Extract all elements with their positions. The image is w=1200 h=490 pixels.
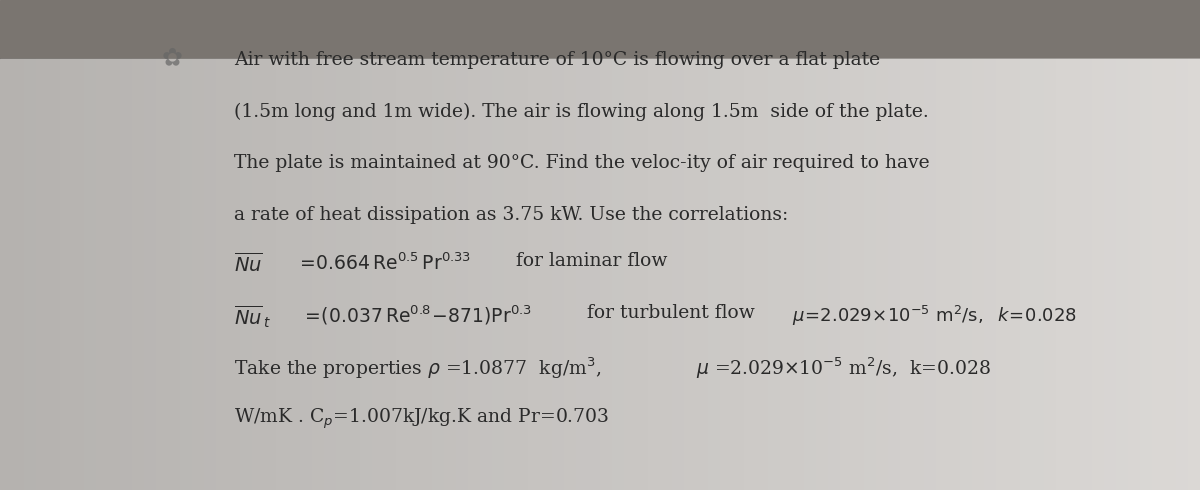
Text: $\mu$ =2.029$\times$10$^{-5}$ m$^2$/s,  k=0.028: $\mu$ =2.029$\times$10$^{-5}$ m$^2$/s, k… <box>696 355 991 381</box>
Text: a rate of heat dissipation as 3.75 kW. Use the correlations:: a rate of heat dissipation as 3.75 kW. U… <box>234 206 788 224</box>
Text: W/mK . C$_p$=1.007kJ/kg.K and Pr=0.703: W/mK . C$_p$=1.007kJ/kg.K and Pr=0.703 <box>234 407 610 431</box>
Text: $=\!(0.037\,\mathrm{Re}^{0.8}\!-\!871)\mathrm{Pr}^{0.3}$: $=\!(0.037\,\mathrm{Re}^{0.8}\!-\!871)\m… <box>301 304 532 327</box>
Text: The plate is maintained at 90°C. Find the veloc­ity of air required to have: The plate is maintained at 90°C. Find th… <box>234 154 930 172</box>
Text: for turbulent flow: for turbulent flow <box>587 304 755 322</box>
Bar <box>0 59 1200 490</box>
Text: $\overline{Nu}$: $\overline{Nu}$ <box>234 252 263 276</box>
Text: (1.5m long and 1m wide). The air is flowing along 1.5m  side of the plate.: (1.5m long and 1m wide). The air is flow… <box>234 103 929 121</box>
Text: ✿: ✿ <box>162 47 182 71</box>
Bar <box>0 0 1200 59</box>
Text: $\mu\!=\!2.029\!\times\!10^{-5}\ \mathrm{m}^2/\mathrm{s},\ \ k\!=\!0.028$: $\mu\!=\!2.029\!\times\!10^{-5}\ \mathrm… <box>792 304 1076 328</box>
Text: Take the properties $\rho$ =1.0877  kg/m$^3$,: Take the properties $\rho$ =1.0877 kg/m$… <box>234 355 601 381</box>
Text: Air with free stream temperature of 10°C is flowing over a flat plate: Air with free stream temperature of 10°C… <box>234 51 880 70</box>
Text: for laminar flow: for laminar flow <box>516 252 667 270</box>
Text: $\overline{Nu}_{\,t}$: $\overline{Nu}_{\,t}$ <box>234 304 271 330</box>
Text: $=\!0.664\,\mathrm{Re}^{0.5}\,\mathrm{Pr}^{0.33}$: $=\!0.664\,\mathrm{Re}^{0.5}\,\mathrm{Pr… <box>296 252 472 274</box>
